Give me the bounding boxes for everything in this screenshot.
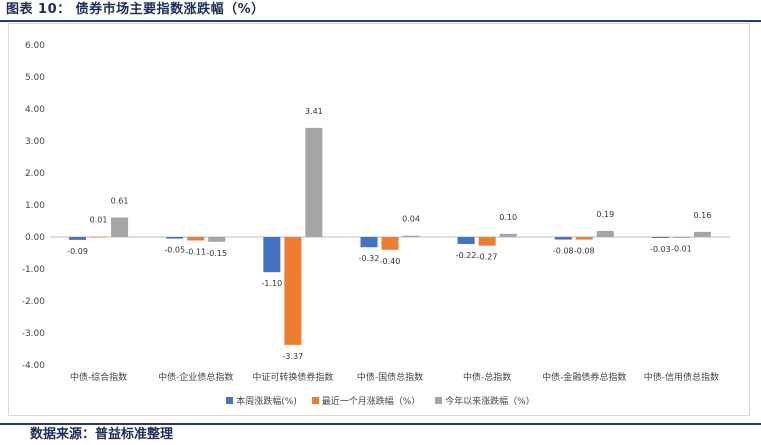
legend-label-weekly: 本周涨跌幅(%): [236, 397, 297, 407]
category-label: 中债-信用债总指数: [644, 371, 719, 383]
bar: [651, 237, 669, 238]
data-label: -0.05: [164, 246, 185, 255]
legend-label-monthly: 最近一个月涨跌幅（%）: [321, 397, 421, 407]
legend-item-ytd: 今年以来涨跌幅（%）: [435, 394, 535, 407]
bar: [166, 237, 184, 239]
data-label: -1.10: [262, 279, 283, 288]
bar: [111, 217, 129, 237]
title-rule: [0, 20, 761, 22]
data-source-note: 数据来源：普益标准整理: [30, 427, 174, 442]
bar: [69, 237, 87, 240]
data-label: -0.22: [456, 251, 477, 260]
category-label: 中证可转换债券指数: [252, 371, 333, 383]
legend-swatch-monthly: [311, 397, 319, 404]
bar: [187, 237, 205, 241]
y-tick-label: 6.00: [25, 41, 45, 51]
legend-label-ytd: 今年以来涨跌幅（%）: [445, 397, 535, 407]
data-label: 0.61: [111, 196, 129, 205]
category-label: 中债-综合指数: [70, 371, 127, 383]
data-label: 0.10: [499, 213, 517, 222]
data-label: -0.08: [553, 247, 574, 256]
y-tick-label: -2.00: [22, 297, 46, 307]
data-label: -0.08: [574, 247, 595, 256]
bar: [90, 236, 108, 238]
bar: [208, 237, 226, 242]
bar: [575, 237, 593, 240]
legend-swatch-weekly: [226, 397, 234, 404]
data-label: -0.03: [650, 245, 671, 254]
category-label: 中债-国债总指数: [357, 371, 423, 383]
data-label: 0.04: [402, 215, 420, 224]
data-label: -0.27: [477, 253, 498, 262]
bar: [693, 231, 711, 237]
data-label: -3.37: [283, 352, 304, 361]
data-label: 0.19: [596, 210, 614, 219]
footer-rule: [0, 423, 761, 425]
y-tick-label: 0.00: [25, 233, 45, 243]
y-tick-label: 5.00: [25, 73, 45, 83]
bar: [284, 237, 302, 345]
chart-frame: [8, 23, 750, 416]
data-label: -0.32: [359, 254, 380, 263]
y-tick-label: 1.00: [25, 201, 45, 211]
y-tick-label: 4.00: [25, 105, 45, 115]
bar: [499, 233, 517, 237]
y-tick-label: 3.00: [25, 137, 45, 147]
legend-item-weekly: 本周涨跌幅(%): [226, 394, 297, 407]
data-label: 0.16: [694, 211, 712, 220]
y-tick-label: -4.00: [22, 361, 46, 371]
bar: [305, 127, 323, 237]
data-label: -0.01: [671, 244, 692, 253]
bar: [360, 237, 378, 248]
data-label: -0.11: [185, 248, 206, 257]
data-label: 0.01: [90, 216, 108, 225]
bar: [478, 237, 496, 246]
bar: [457, 237, 475, 245]
data-label: -0.15: [206, 249, 227, 258]
y-tick-label: 2.00: [25, 169, 45, 179]
category-label: 中债-金融债券总指数: [542, 371, 626, 383]
bar: [554, 237, 572, 240]
figure-title: 图表 10： 债券市场主要指数涨跌幅（%）: [6, 2, 265, 17]
bar: [263, 237, 281, 273]
legend-swatch-ytd: [435, 397, 443, 404]
category-label: 中债-企业债总指数: [158, 371, 233, 383]
bar: [596, 230, 614, 237]
y-tick-label: -3.00: [22, 329, 46, 339]
bar: [402, 235, 420, 237]
y-tick-label: -1.00: [22, 265, 46, 275]
data-label: 3.41: [305, 107, 323, 116]
chart-legend: 本周涨跌幅(%) 最近一个月涨跌幅（%） 今年以来涨跌幅（%）: [0, 394, 761, 407]
data-label: -0.09: [67, 247, 88, 256]
legend-item-monthly: 最近一个月涨跌幅（%）: [311, 394, 421, 407]
category-label: 中债-总指数: [463, 371, 511, 383]
bar: [381, 237, 399, 250]
bar: [672, 237, 690, 238]
data-label: -0.40: [380, 257, 401, 266]
